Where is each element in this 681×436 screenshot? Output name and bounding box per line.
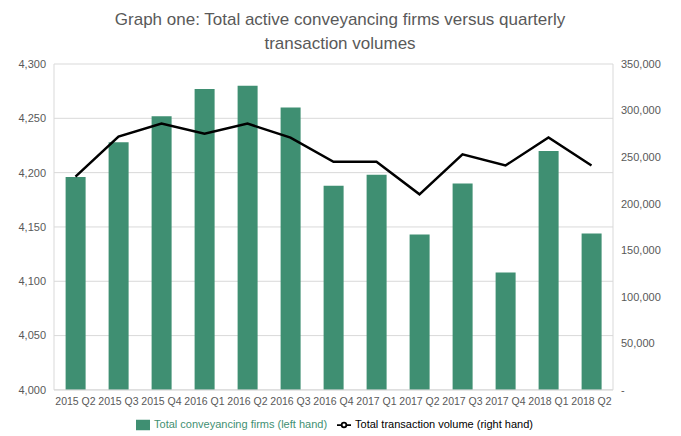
svg-text:2018 Q2: 2018 Q2 [571, 395, 611, 407]
svg-text:300,000: 300,000 [621, 104, 661, 116]
html-text:Graph one: Total active convey: Graph one: Total active conveyancing fir… [114, 10, 566, 53]
svg-text:2016 Q2: 2016 Q2 [227, 395, 267, 407]
svg-text:150,000: 150,000 [621, 244, 661, 256]
svg-text:-: - [621, 384, 625, 396]
svg-text:4,250: 4,250 [18, 112, 46, 124]
html-text:Total conveyancing firms (left: Total conveyancing firms (left hand) [154, 417, 327, 430]
svg-text:2015 Q2: 2015 Q2 [55, 395, 95, 407]
svg-text:2016 Q4: 2016 Q4 [313, 395, 353, 407]
svg-text:250,000: 250,000 [621, 151, 661, 163]
svg-text:50,000: 50,000 [621, 337, 655, 349]
svg-text:2017 Q4: 2017 Q4 [485, 395, 525, 407]
html-text:Total transaction volume (righ: Total transaction volume (right hand) [355, 417, 533, 430]
svg-text:4,000: 4,000 [18, 384, 46, 396]
svg-text:2016 Q1: 2016 Q1 [184, 395, 224, 407]
svg-text:2015 Q4: 2015 Q4 [141, 395, 181, 407]
svg-text:4,100: 4,100 [18, 275, 46, 287]
svg-text:2016 Q3: 2016 Q3 [270, 395, 310, 407]
svg-text:2017 Q3: 2017 Q3 [442, 395, 482, 407]
svg-text:4,300: 4,300 [18, 58, 46, 70]
svg-text:200,000: 200,000 [621, 198, 661, 210]
svg-text:100,000: 100,000 [621, 291, 661, 303]
svg-text:4,150: 4,150 [18, 221, 46, 233]
svg-text:2015 Q3: 2015 Q3 [98, 395, 138, 407]
svg-text:4,200: 4,200 [18, 167, 46, 179]
svg-text:4,050: 4,050 [18, 329, 46, 341]
svg-text:2017 Q1: 2017 Q1 [356, 395, 396, 407]
svg-text:350,000: 350,000 [621, 58, 661, 70]
svg-text:2018 Q1: 2018 Q1 [528, 395, 568, 407]
svg-text:2017 Q2: 2017 Q2 [399, 395, 439, 407]
